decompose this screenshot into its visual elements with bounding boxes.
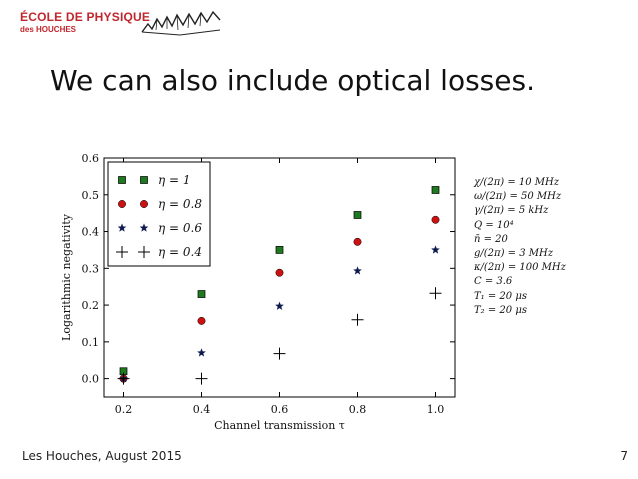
parameter-item: γ/(2π) = 5 kHz: [474, 205, 549, 217]
data-point: [353, 211, 362, 219]
x-tick-label: 0.2: [115, 403, 133, 416]
data-point: [275, 301, 284, 310]
parameter-item: ω/(2π) = 50 MHz: [474, 191, 562, 203]
data-point: [429, 287, 442, 300]
y-axis-label: Logarithmic negativity: [60, 213, 73, 341]
legend-marker: [117, 223, 127, 232]
data-point: [431, 186, 440, 194]
data-point: [117, 372, 130, 385]
y-tick-label: 0.6: [82, 152, 100, 165]
parameter-item: χ/(2π) = 10 MHz: [474, 177, 560, 188]
data-point: [431, 215, 440, 224]
y-tick-label: 0.1: [82, 336, 100, 349]
data-point: [275, 268, 284, 277]
legend-label: η = 0.8: [158, 197, 202, 211]
page-number: 7: [620, 449, 628, 463]
legend-marker: [118, 200, 126, 208]
y-tick-label: 0.4: [82, 226, 100, 239]
legend-marker: [118, 176, 126, 184]
legend-marker: [138, 246, 150, 258]
parameter-item: g/(2π) = 3 MHz: [474, 248, 554, 260]
legend-marker: [140, 176, 148, 184]
parameter-item: C = 3.6: [474, 276, 513, 288]
logo-title: ÉCOLE DE PHYSIQUE: [20, 10, 151, 24]
data-point: [431, 245, 440, 254]
parameter-item: T₂ = 20 μs: [474, 304, 527, 316]
legend-marker: [140, 200, 148, 208]
x-tick-label: 0.8: [349, 403, 367, 416]
data-point: [197, 290, 206, 298]
parameter-item: n̄ = 20: [474, 233, 508, 245]
footer-text: Les Houches, August 2015: [22, 449, 182, 463]
data-point: [195, 372, 208, 385]
data-point: [275, 246, 284, 254]
data-point: [353, 266, 362, 275]
logo: ÉCOLE DE PHYSIQUE des HOUCHES: [20, 10, 150, 34]
x-tick-label: 0.6: [271, 403, 289, 416]
data-point: [273, 347, 286, 360]
y-tick-label: 0.0: [82, 373, 100, 386]
legend-marker: [116, 246, 128, 258]
data-point: [351, 313, 364, 326]
mountains-icon: [141, 10, 221, 36]
y-tick-label: 0.5: [82, 189, 100, 202]
y-tick-label: 0.3: [82, 262, 100, 275]
parameter-item: T₁ = 20 μs: [474, 290, 527, 302]
y-tick-label: 0.2: [82, 299, 100, 312]
parameter-list: χ/(2π) = 10 MHz ω/(2π) = 50 MHz γ/(2π) = 5…: [474, 176, 566, 318]
logo-subtitle: des HOUCHES: [20, 25, 77, 34]
data-point: [197, 348, 206, 357]
data-point: [353, 237, 362, 246]
parameter-item: Q = 10⁴: [474, 219, 514, 231]
legend-label: η = 0.4: [158, 245, 202, 259]
x-tick-label: 0.4: [193, 403, 211, 416]
data-point: [197, 316, 206, 325]
parameter-item: κ/(2π) = 100 MHz: [474, 262, 566, 274]
legend-label: η = 1: [158, 173, 191, 187]
slide-title: We can also include optical losses.: [50, 64, 535, 97]
legend-marker: [139, 223, 149, 232]
x-tick-label: 1.0: [427, 403, 445, 416]
legend-label: η = 0.6: [158, 221, 202, 235]
x-axis-label: Channel transmission τ: [214, 419, 345, 432]
